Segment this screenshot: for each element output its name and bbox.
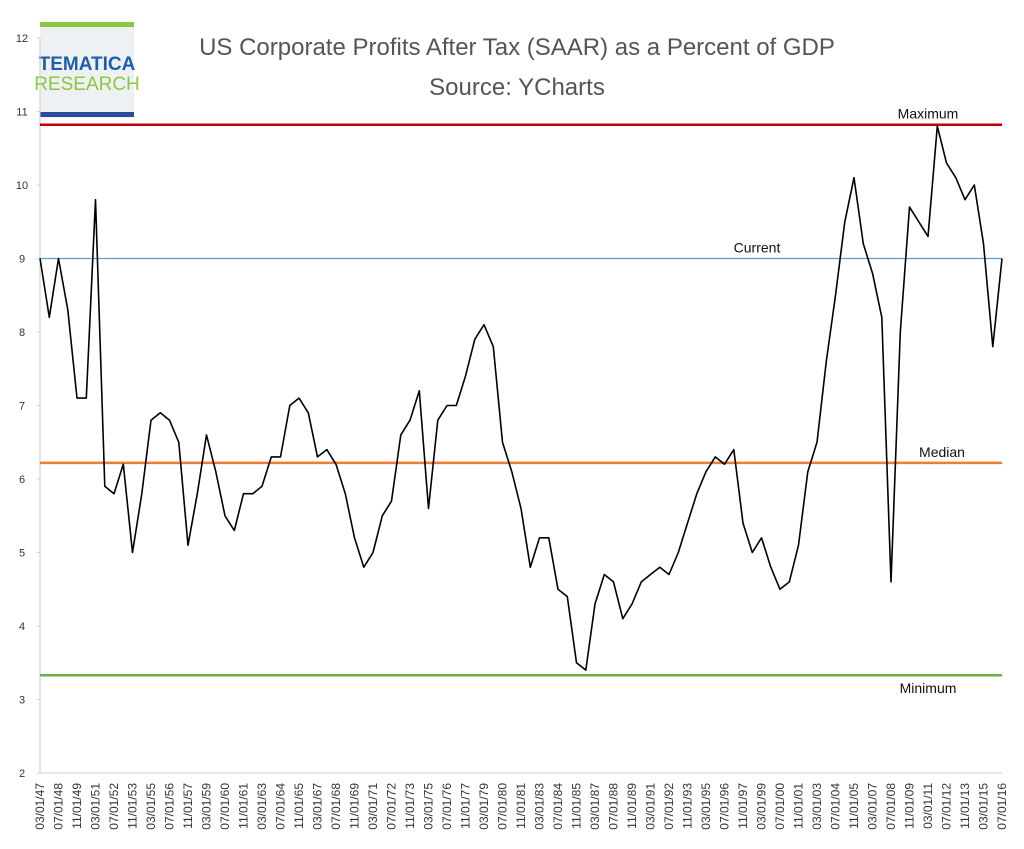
x-tick-label: 11/01/93: [681, 783, 695, 829]
x-tick-label: 07/01/76: [440, 783, 454, 830]
x-tick-label: 03/01/75: [422, 783, 436, 830]
x-tick-label: 11/01/57: [181, 783, 195, 829]
logo-text: RESEARCH: [34, 74, 140, 95]
y-tick-label: 2: [19, 768, 25, 780]
x-tick-label: 03/01/51: [89, 783, 103, 830]
x-tick-label: 11/01/85: [570, 783, 584, 829]
x-tick-label: 03/01/15: [977, 783, 991, 830]
logo-bar: [40, 22, 134, 27]
x-tick-label: 11/01/05: [847, 783, 861, 829]
x-tick-label: 07/01/84: [551, 783, 565, 830]
logo-bar: [40, 112, 134, 117]
x-tick-label: 11/01/81: [514, 783, 528, 829]
x-tick-label: 03/01/11: [921, 783, 935, 829]
x-tick-label: 03/01/79: [477, 783, 491, 830]
x-tick-label: 07/01/56: [163, 783, 177, 830]
x-tick-label: 11/01/69: [348, 783, 362, 829]
y-tick-label: 5: [19, 548, 25, 560]
y-tick-label: 10: [16, 180, 28, 192]
x-tick-label: 03/01/67: [311, 783, 325, 830]
x-tick-label: 07/01/68: [329, 783, 343, 830]
x-tick-label: 07/01/16: [995, 783, 1009, 830]
logo-text: TEMATICA: [39, 54, 136, 75]
x-tick-label: 11/01/61: [237, 783, 251, 829]
y-tick-label: 4: [19, 621, 25, 633]
x-tick-label: 11/01/13: [958, 783, 972, 829]
x-tick-label: 03/01/55: [144, 783, 158, 830]
x-tick-label: 07/01/64: [274, 783, 288, 830]
x-tick-label: 11/01/53: [126, 783, 140, 829]
x-tick-label: 11/01/49: [70, 783, 84, 829]
x-tick-label: 03/01/63: [255, 783, 269, 830]
x-tick-label: 11/01/89: [625, 783, 639, 829]
y-tick-label: 3: [19, 695, 25, 707]
reference-label: Maximum: [898, 106, 959, 122]
x-tick-label: 03/01/71: [366, 783, 380, 830]
x-tick-label: 11/01/77: [459, 783, 473, 829]
y-tick-label: 8: [19, 327, 25, 339]
x-tick-label: 03/01/59: [200, 783, 214, 830]
y-tick-label: 11: [16, 107, 27, 119]
x-tick-label: 03/01/87: [588, 783, 602, 830]
x-tick-label: 03/01/47: [33, 783, 47, 830]
reference-label: Minimum: [900, 680, 957, 696]
reference-label: Median: [919, 444, 965, 460]
x-tick-label: 07/01/72: [385, 783, 399, 830]
x-tick-label: 07/01/00: [773, 783, 787, 830]
x-tick-label: 07/01/96: [718, 783, 732, 830]
data-line: [39, 125, 1003, 671]
x-tick-label: 03/01/95: [699, 783, 713, 830]
x-tick-label: 11/01/97: [736, 783, 750, 829]
x-tick-label: 11/01/73: [403, 783, 417, 829]
y-tick-label: 7: [19, 401, 25, 413]
x-tick-label: 07/01/04: [829, 783, 843, 830]
logo: TEMATICA RESEARCH: [34, 22, 140, 118]
x-tick-label: 07/01/08: [884, 783, 898, 830]
x-tick-label: 07/01/60: [218, 783, 232, 830]
logo-bg: [40, 22, 134, 118]
x-tick-label: 03/01/07: [866, 783, 880, 830]
x-tick-label: 11/01/09: [903, 783, 917, 829]
x-tick-label: 11/01/65: [292, 783, 306, 829]
x-tick-label: 07/01/80: [496, 783, 510, 830]
x-tick-label: 03/01/91: [644, 783, 658, 830]
x-tick-label: 07/01/92: [662, 783, 676, 830]
x-tick-label: 11/01/01: [792, 783, 806, 829]
x-tick-label: 07/01/12: [940, 783, 954, 830]
chart-subtitle: Source: YCharts: [429, 74, 605, 101]
x-tick-label: 03/01/99: [755, 783, 769, 830]
y-tick-label: 12: [16, 33, 28, 45]
y-tick-label: 9: [19, 254, 25, 266]
x-tick-label: 07/01/88: [607, 783, 621, 830]
reference-label: Current: [734, 240, 781, 256]
x-tick-label: 07/01/52: [107, 783, 121, 830]
x-tick-label: 03/01/83: [533, 783, 547, 830]
x-tick-label: 07/01/48: [52, 783, 66, 830]
y-tick-label: 6: [19, 474, 25, 486]
x-tick-label: 03/01/03: [810, 783, 824, 830]
chart-title: US Corporate Profits After Tax (SAAR) as…: [199, 34, 835, 61]
